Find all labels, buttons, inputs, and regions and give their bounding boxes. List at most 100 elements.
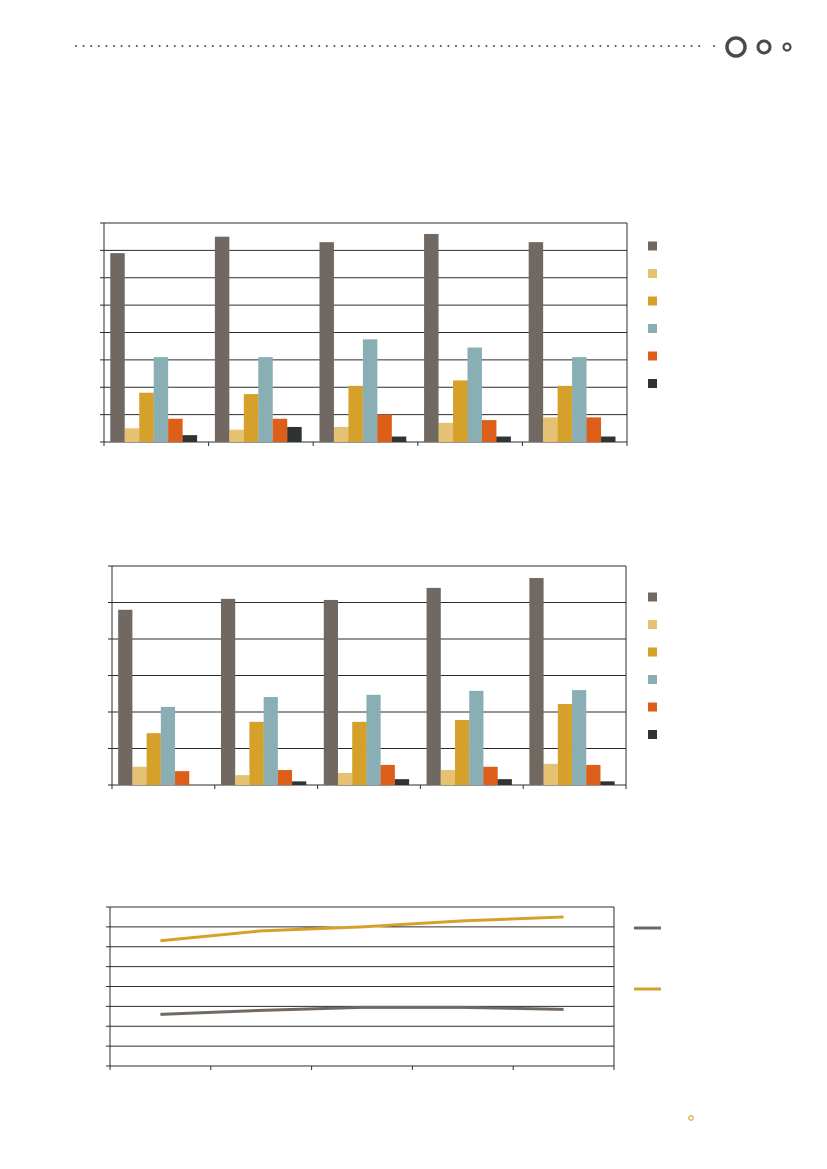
dot-divider [409,45,412,47]
dot-divider [645,45,647,47]
dot-divider [576,45,579,47]
bar-series-2 [440,770,456,785]
dot-divider [234,45,237,47]
dot-divider [713,45,715,47]
medium-ring-icon [756,39,772,55]
dot-divider [211,45,214,47]
dot-divider [447,45,450,47]
dot-divider [173,45,176,47]
dot-divider [333,45,336,47]
dot-divider [652,45,655,47]
dot-divider [607,45,609,47]
dot-divider [523,45,526,47]
bar-series-3 [557,385,573,442]
bar-series-5 [175,771,190,785]
dot-divider [135,45,138,47]
bar-series-6 [394,779,410,785]
dot-divider [477,45,480,47]
bar-series-5 [380,764,395,785]
dot-divider [303,45,305,47]
dot-divider [249,45,252,47]
dot-divider [386,45,389,47]
dot-divider [128,45,131,47]
bar-series-2 [235,775,250,785]
dot-divider [318,45,321,47]
dot-divider [424,45,427,47]
bar-series-1 [424,233,439,442]
bar-series-6 [497,779,512,785]
bar-series-3 [146,733,161,785]
bar-series-3 [139,392,154,442]
dot-divider [181,45,184,47]
bar-series-3 [243,394,259,442]
bar-series-6 [601,436,616,442]
dot-divider [553,45,556,47]
bar-series-2 [132,766,147,785]
bar-series-5 [586,417,602,442]
dot-divider [538,45,541,47]
bar-series-1 [426,587,441,785]
legend-swatch-5 [648,702,657,712]
dot-divider [341,45,343,47]
legend-swatch-1 [648,241,657,251]
dot-divider [356,45,359,47]
legend-swatch-2 [648,620,657,629]
dot-divider [265,45,267,47]
dot-divider [660,45,663,47]
bar-series-4 [153,357,169,442]
bar-series-4 [572,357,587,442]
legend-swatch-4 [648,324,657,333]
bar-series-3 [453,380,468,442]
line-chart [106,906,661,1070]
bar-series-1 [110,253,125,442]
dot-divider [394,45,397,47]
dot-divider [363,45,366,47]
dot-divider [500,45,503,47]
bar-series-4 [572,690,587,785]
bar-series-2 [124,428,140,442]
bar-series-1 [323,599,338,785]
dot-divider [683,45,685,47]
bar-series-2 [333,426,349,442]
header-decoration [75,36,792,58]
bar-series-4 [160,706,176,785]
dot-divider [698,45,701,47]
bar-series-5 [586,764,601,785]
dot-divider [257,45,260,47]
bar-series-2 [438,422,454,442]
bar-series-6 [496,436,511,442]
bar-series-2 [337,772,353,785]
dot-divider [310,45,313,47]
line-series-2 [160,915,564,943]
bar-series-5 [481,420,497,442]
bar-series-4 [467,347,482,442]
bar-series-5 [483,766,498,785]
bar-series-4 [263,697,278,785]
dot-divider [455,45,457,47]
bar-series-3 [352,721,367,785]
dot-divider [90,45,93,47]
large-ring-icon [725,36,747,58]
dot-divider [675,45,678,47]
bar-series-5 [377,414,392,442]
dot-divider [272,45,275,47]
bar-series-2 [543,763,558,785]
dot-divider [417,45,419,47]
bar-series-4 [469,690,484,785]
dot-divider [204,45,207,47]
dot-divider [189,45,191,47]
dot-divider [462,45,465,47]
dot-divider [82,45,85,47]
bar-series-3 [455,720,470,785]
dot-divider [97,45,100,47]
bar-series-6 [182,435,198,442]
bar-series-6 [292,781,307,785]
dot-divider [325,45,328,47]
dot-divider [637,45,640,47]
bar-series-4 [366,694,381,785]
dot-divider [470,45,473,47]
dot-divider [569,45,571,47]
dot-divider [348,45,351,47]
dot-divider [227,45,229,47]
